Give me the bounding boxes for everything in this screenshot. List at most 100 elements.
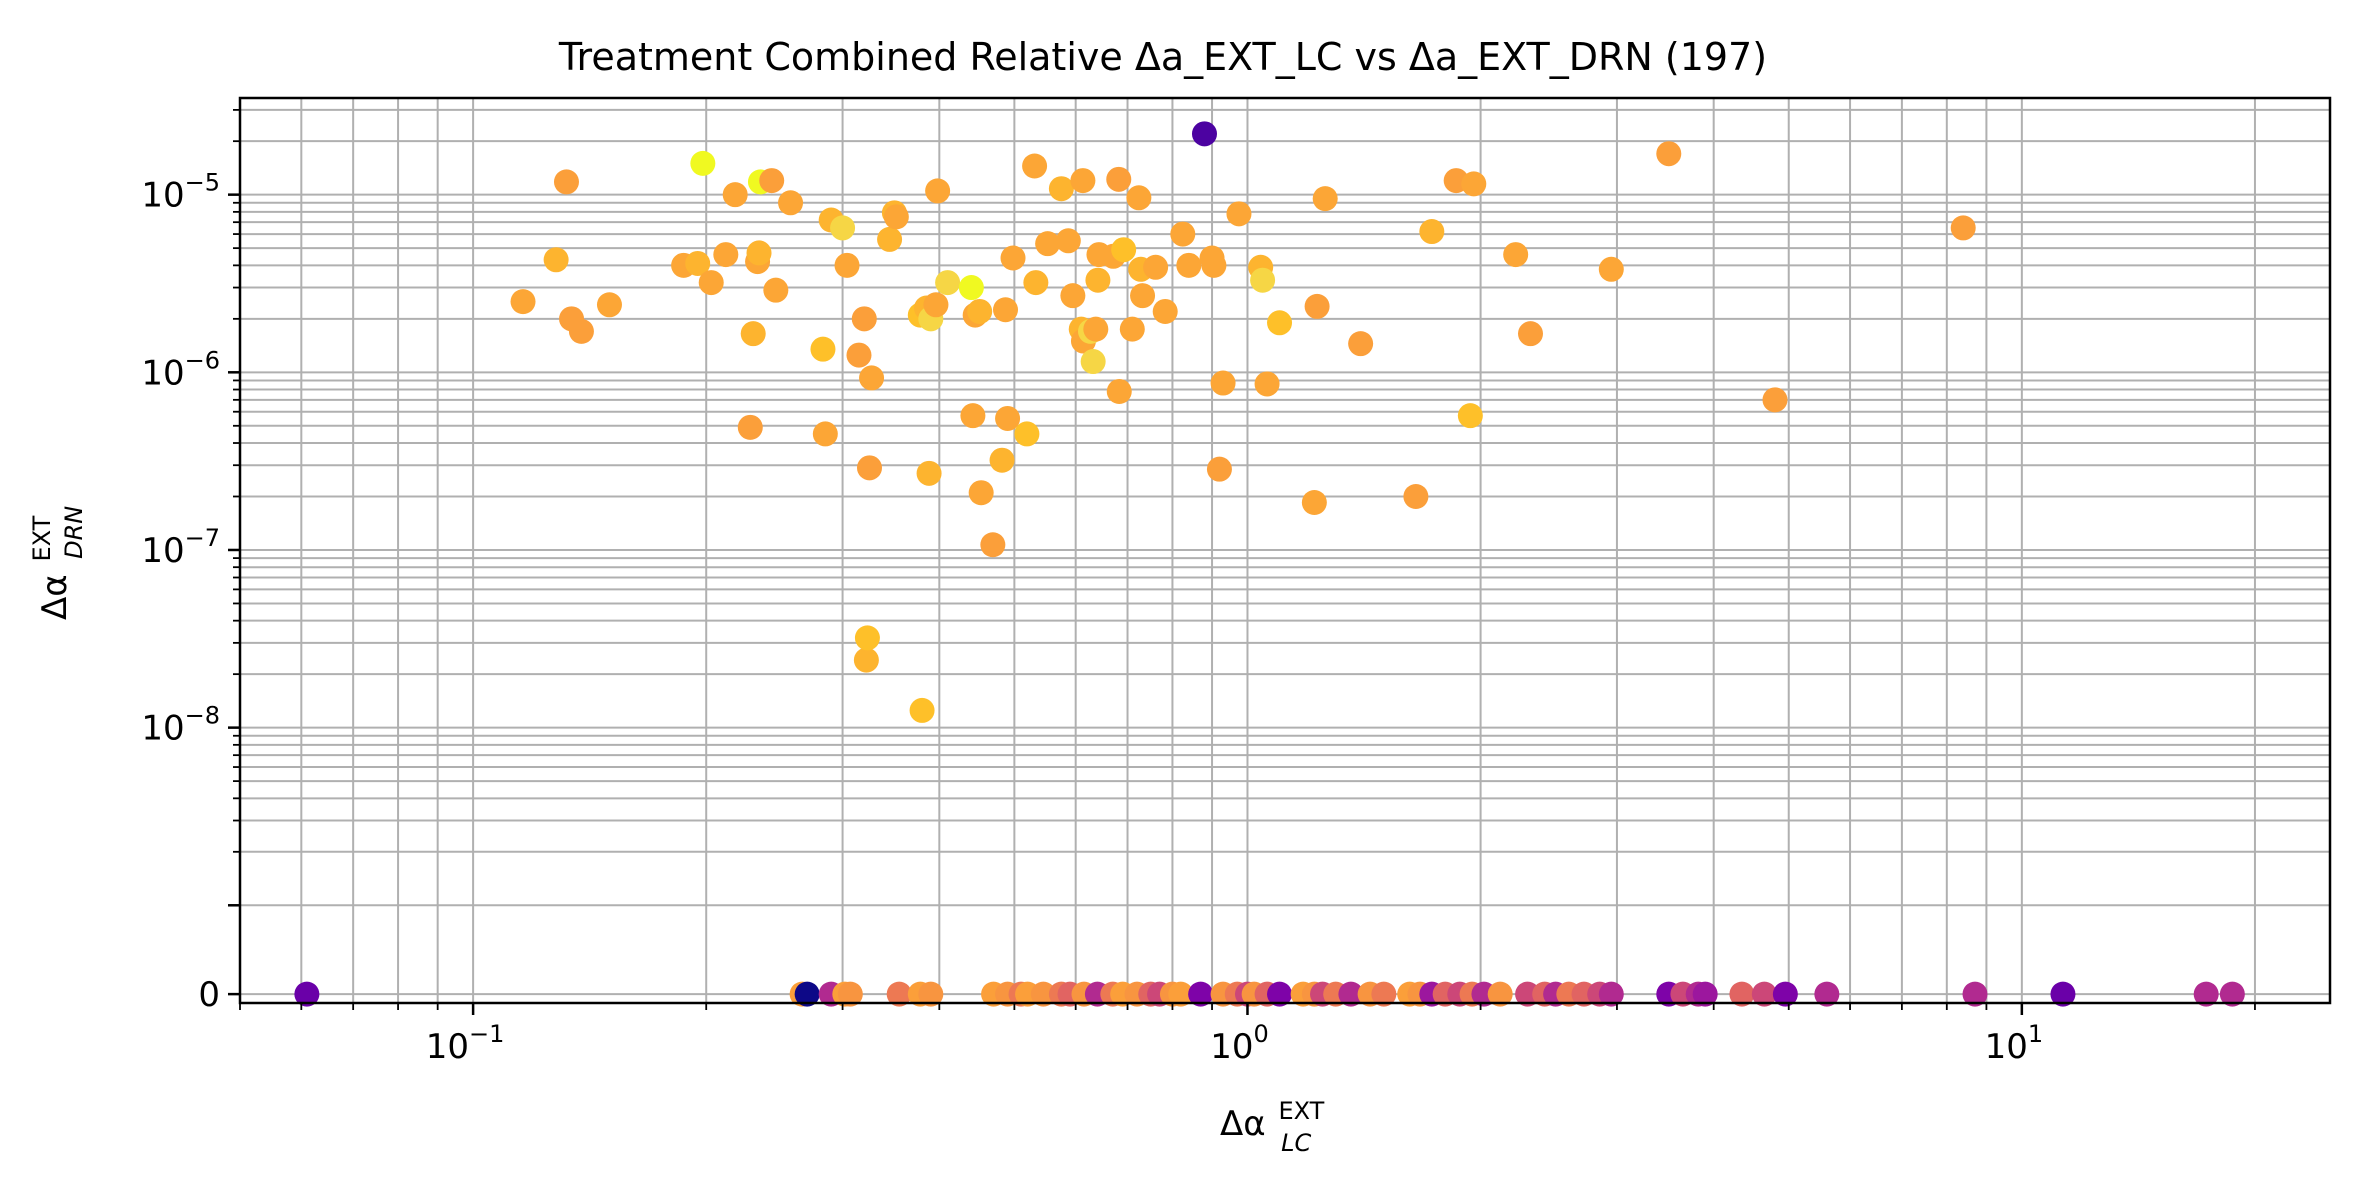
x-axis-label-base: Δα bbox=[1220, 1104, 1266, 1144]
y-axis-label-sup: EXT bbox=[28, 515, 56, 561]
x-axis-label-sup: EXT bbox=[1278, 1097, 1324, 1125]
scatter-point bbox=[1348, 331, 1374, 357]
scatter-point bbox=[1250, 267, 1276, 293]
scatter-point bbox=[1111, 237, 1137, 263]
scatter-point bbox=[856, 455, 882, 481]
scatter-point bbox=[960, 403, 986, 429]
scatter-point bbox=[1188, 981, 1214, 1007]
scatter-point bbox=[1267, 310, 1293, 336]
scatter-point bbox=[1085, 267, 1111, 293]
y-axis-label: Δα EXT DRN bbox=[19, 505, 88, 620]
scatter-point bbox=[1338, 981, 1364, 1007]
scatter-point bbox=[1254, 371, 1280, 397]
y-tick-label: 10−6 bbox=[141, 346, 220, 393]
scatter-point bbox=[967, 298, 993, 324]
scatter-point bbox=[877, 226, 903, 252]
scatter-point bbox=[1598, 256, 1624, 282]
scatter-point bbox=[1457, 403, 1483, 429]
scatter-point bbox=[1729, 981, 1755, 1007]
scatter-point bbox=[1403, 483, 1429, 509]
scatter-point bbox=[989, 447, 1015, 473]
scatter-point bbox=[794, 981, 820, 1007]
scatter-point bbox=[1312, 186, 1338, 212]
y-axis-label-sub: DRN bbox=[60, 506, 88, 559]
scatter-point bbox=[851, 306, 877, 332]
scatter-point bbox=[1106, 378, 1132, 404]
scatter-point bbox=[698, 270, 724, 296]
scatter-point bbox=[830, 215, 856, 241]
scatter-point bbox=[812, 421, 838, 447]
chart-title: Treatment Combined Relative Δa_EXT_LC vs… bbox=[558, 35, 1767, 79]
scatter-point bbox=[1267, 981, 1293, 1007]
scatter-point bbox=[1000, 245, 1026, 271]
scatter-point bbox=[740, 321, 766, 347]
scatter-point bbox=[1226, 201, 1252, 227]
scatter-point bbox=[543, 247, 569, 273]
scatter-point bbox=[746, 240, 772, 266]
scatter-point bbox=[859, 365, 885, 391]
scatter-point bbox=[1152, 298, 1178, 324]
scatter-point bbox=[935, 270, 961, 296]
scatter-point bbox=[1130, 283, 1156, 309]
scatter-point bbox=[1814, 981, 1840, 1007]
scatter-point bbox=[596, 292, 622, 318]
x-axis-label: Δα EXT LC bbox=[1220, 1088, 1335, 1157]
scatter-point bbox=[1126, 185, 1152, 211]
scatter-point bbox=[1023, 270, 1049, 296]
scatter-point bbox=[1210, 370, 1236, 396]
scatter-point bbox=[294, 981, 320, 1007]
scatter-point bbox=[923, 292, 949, 318]
scatter-point bbox=[995, 405, 1021, 431]
y-tick-label: 10−8 bbox=[141, 702, 220, 749]
scatter-point bbox=[685, 250, 711, 276]
scatter-point bbox=[778, 190, 804, 216]
scatter-point bbox=[553, 169, 579, 195]
scatter-point bbox=[1950, 215, 1976, 241]
scatter-point bbox=[918, 981, 944, 1007]
y-tick-label: 0 bbox=[198, 975, 220, 1015]
scatter-point bbox=[690, 150, 716, 176]
scatter-point bbox=[837, 981, 863, 1007]
scatter-point bbox=[1119, 316, 1145, 342]
scatter-point bbox=[1503, 242, 1529, 268]
x-tick-label: 100 bbox=[1210, 1020, 1269, 1067]
scatter-point bbox=[1143, 254, 1169, 280]
scatter-point bbox=[1168, 981, 1194, 1007]
scatter-point bbox=[1083, 316, 1109, 342]
y-tick-label: 10−7 bbox=[141, 524, 220, 571]
scatter-point bbox=[1656, 141, 1682, 167]
scatter-point bbox=[1170, 221, 1196, 247]
scatter-point bbox=[1191, 121, 1217, 147]
scatter-point bbox=[1304, 293, 1330, 319]
y-axis-label-base: Δα bbox=[35, 574, 75, 620]
scatter-point bbox=[1048, 176, 1074, 202]
scatter-point bbox=[2050, 981, 2076, 1007]
scatter-point bbox=[1070, 168, 1096, 194]
scatter-point bbox=[853, 647, 879, 673]
scatter-point bbox=[1762, 387, 1788, 413]
scatter-point bbox=[1206, 456, 1232, 482]
scatter-point bbox=[854, 625, 880, 651]
scatter-point bbox=[1106, 166, 1132, 192]
scatter-point bbox=[1419, 219, 1445, 245]
scatter-point bbox=[1055, 228, 1081, 254]
scatter-point bbox=[1035, 231, 1061, 257]
scatter-point bbox=[2193, 981, 2219, 1007]
tick-labels: 10−1 100 101 0 10−8 10−7 10−6 10−5 bbox=[141, 169, 2043, 1067]
scatter-point bbox=[1060, 283, 1086, 309]
scatter-point bbox=[909, 697, 935, 723]
scatter-point bbox=[1692, 981, 1718, 1007]
scatter-point bbox=[1030, 981, 1056, 1007]
scatter-point bbox=[763, 277, 789, 303]
scatter-point bbox=[1487, 981, 1513, 1007]
scatter-point bbox=[2219, 981, 2245, 1007]
scatter-point bbox=[1080, 349, 1106, 375]
scatter-points bbox=[294, 121, 2245, 1007]
scatter-point bbox=[980, 532, 1006, 558]
x-axis-label-sub: LC bbox=[1281, 1129, 1311, 1157]
scatter-point bbox=[510, 289, 536, 315]
scatter-point bbox=[958, 275, 984, 301]
scatter-point bbox=[722, 182, 748, 208]
scatter-point bbox=[834, 252, 860, 278]
